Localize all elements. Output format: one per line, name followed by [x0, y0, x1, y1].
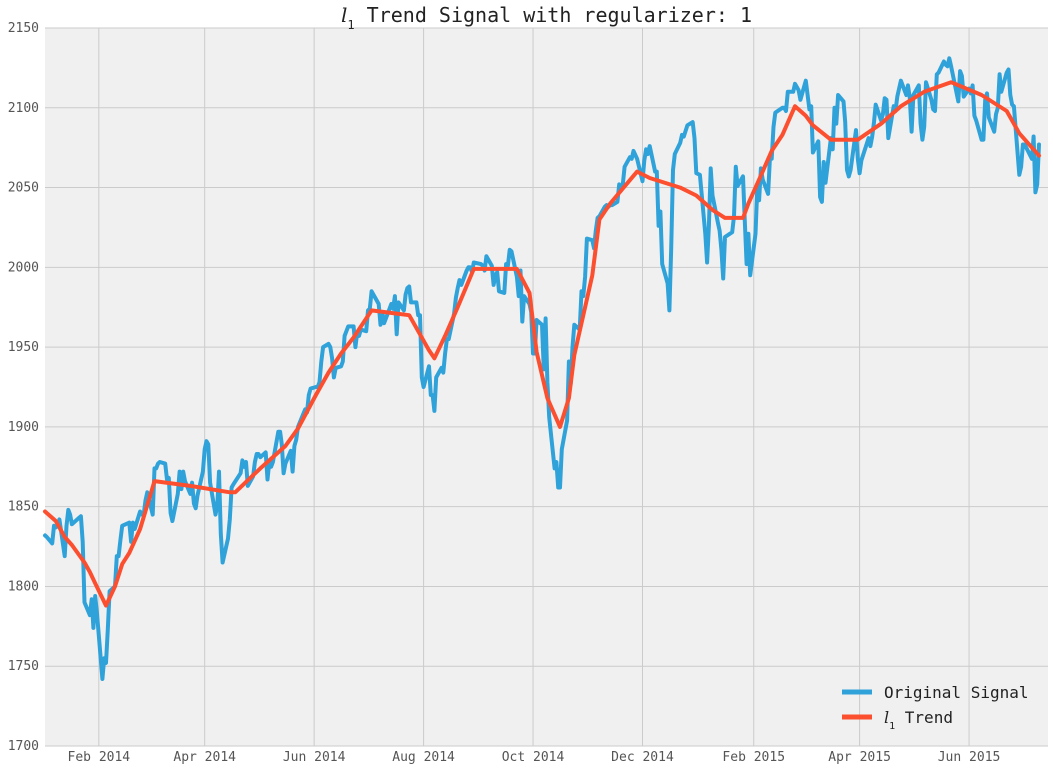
- x-tick-label: Oct 2014: [502, 750, 565, 765]
- y-tick-label: 1850: [8, 500, 39, 515]
- x-axis-ticks: Feb 2014 Apr 2014 Jun 2014 Aug 2014 Oct 2014…: [68, 750, 1001, 765]
- y-tick-label: 2050: [8, 181, 39, 196]
- legend: Original Signal l1 Trend: [842, 683, 1029, 732]
- chart-title: l1 Trend Signal with regularizer: 1: [341, 3, 752, 32]
- x-tick-label: Feb 2014: [68, 750, 131, 765]
- x-tick-label: Apr 2014: [173, 750, 236, 765]
- y-tick-label: 1750: [8, 659, 39, 674]
- x-tick-label: Dec 2014: [611, 750, 674, 765]
- legend-trend-text: Trend: [895, 708, 953, 727]
- chart-title-math: l: [341, 3, 347, 27]
- legend-trend-math: l: [884, 708, 889, 727]
- legend-label-trend: l1 Trend: [884, 708, 953, 732]
- chart-title-sub: 1: [347, 18, 354, 32]
- y-tick-label: 1700: [8, 739, 39, 754]
- x-tick-label: Jun 2015: [938, 750, 1001, 765]
- series-trend-line: [43, 80, 1041, 608]
- legend-label-original-signal: Original Signal: [884, 683, 1029, 702]
- x-tick-label: Feb 2015: [722, 750, 785, 765]
- y-tick-label: 2000: [8, 260, 39, 275]
- y-tick-label: 1950: [8, 340, 39, 355]
- y-tick-label: 1900: [8, 420, 39, 435]
- x-tick-label: Aug 2014: [392, 750, 455, 765]
- y-tick-label: 2100: [8, 101, 39, 116]
- y-axis-ticks: 1700 1750 1800 1850 1900 1950 2000 2050 2100 2150: [8, 21, 39, 754]
- y-tick-label: 2150: [8, 21, 39, 36]
- chart-title-text: Trend Signal with regularizer: 1: [355, 3, 752, 27]
- legend-trend-sub: 1: [889, 721, 895, 732]
- x-tick-label: Jun 2014: [283, 750, 346, 765]
- x-tick-label: Apr 2015: [828, 750, 891, 765]
- y-tick-label: 1800: [8, 579, 39, 594]
- series-original-signal-line: [43, 56, 1041, 681]
- series-layer: [43, 56, 1041, 681]
